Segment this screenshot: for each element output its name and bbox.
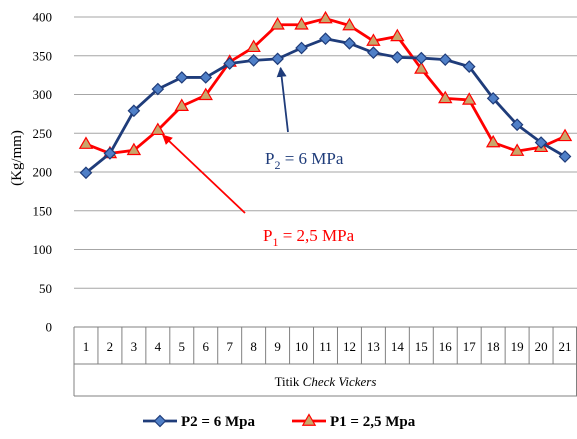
data-point <box>198 87 213 101</box>
x-tick-label: 21 <box>559 339 572 354</box>
x-tick-label: 20 <box>535 339 548 354</box>
data-point <box>558 150 572 163</box>
data-point <box>126 142 142 156</box>
data-point <box>295 41 308 55</box>
x-tick-label: 19 <box>511 339 524 354</box>
x-tick-label: 9 <box>274 339 281 354</box>
data-point <box>271 52 284 66</box>
data-point <box>199 71 213 84</box>
x-axis-title-plain: Titik <box>275 374 303 389</box>
y-tick-label: 200 <box>33 165 53 180</box>
data-point <box>270 17 285 30</box>
x-tick-label: 13 <box>367 339 380 354</box>
data-point <box>294 17 309 30</box>
x-tick-label: 7 <box>226 339 233 354</box>
data-point <box>366 33 381 46</box>
x-tick-label: 1 <box>83 339 90 354</box>
annotation-label-rest: = 2,5 MPa <box>278 226 354 245</box>
annotation-label: P2 = 6 MPa <box>265 149 344 172</box>
legend: P2 = 6 Mpa P1 = 2,5 Mpa <box>143 413 416 430</box>
x-tick-label: 5 <box>179 339 186 354</box>
annotation-label-rest: = 6 MPa <box>280 149 343 168</box>
data-point <box>246 39 261 53</box>
data-point <box>343 37 356 50</box>
data-point <box>342 17 357 31</box>
data-point <box>247 54 260 67</box>
y-tick-label: 150 <box>33 203 53 218</box>
data-point <box>534 136 548 149</box>
data-point <box>510 118 524 132</box>
data-point <box>438 53 452 66</box>
annotation-label-main: P <box>265 149 274 168</box>
x-tick-label: 6 <box>202 339 209 354</box>
y-tick-label: 100 <box>33 242 53 257</box>
data-point <box>127 104 141 118</box>
y-axis-label: (Kg/mm) <box>9 130 25 186</box>
annotation-label-subscript: 1 <box>272 235 278 249</box>
annotation-label-main: P <box>263 226 272 245</box>
data-point <box>78 136 94 149</box>
x-tick-label: 11 <box>319 339 332 354</box>
data-point <box>319 32 332 46</box>
data-point <box>151 82 165 96</box>
series-p2 <box>79 32 572 180</box>
x-tick-label: 4 <box>155 339 162 354</box>
y-tick-label: 300 <box>33 87 53 102</box>
x-tick-label: 14 <box>391 339 405 354</box>
x-tick-label: 17 <box>463 339 477 354</box>
annotation-arrow <box>276 66 289 133</box>
data-point <box>390 28 405 42</box>
data-point <box>438 90 453 104</box>
legend-marker <box>301 413 317 426</box>
legend-label: P2 = 6 Mpa <box>181 414 255 430</box>
y-tick-label: 350 <box>33 48 53 63</box>
legend-label: P1 = 2,5 Mpa <box>330 414 416 430</box>
data-point <box>414 61 429 74</box>
data-point <box>462 92 477 105</box>
data-point <box>367 46 380 59</box>
data-point <box>557 128 573 142</box>
annotation-label-subscript: 2 <box>274 158 280 172</box>
x-tick-label: 16 <box>439 339 453 354</box>
annotation-arrow <box>162 134 246 214</box>
y-tick-label: 50 <box>39 281 52 296</box>
x-tick-label: 8 <box>250 339 257 354</box>
data-point <box>223 57 237 70</box>
x-axis-title-italic: Check Vickers <box>303 374 377 389</box>
y-tick-label: 400 <box>33 10 53 25</box>
legend-item-p1: P1 = 2,5 Mpa <box>292 413 416 430</box>
x-tick-label: 18 <box>487 339 500 354</box>
annotation-label: P1 = 2,5 MPa <box>263 226 355 249</box>
x-tick-label: 10 <box>295 339 308 354</box>
data-point <box>462 60 476 73</box>
y-tick-label: 250 <box>33 126 53 141</box>
data-point <box>486 92 500 105</box>
data-point <box>103 147 117 160</box>
data-point <box>509 143 525 156</box>
x-tick-label: 12 <box>343 339 356 354</box>
data-point <box>150 122 166 135</box>
data-point <box>79 166 93 180</box>
data-point <box>391 50 404 64</box>
x-tick-label: 2 <box>107 339 114 354</box>
series-layer <box>78 10 573 180</box>
y-tick-label: 0 <box>46 320 53 335</box>
data-point <box>318 10 333 24</box>
data-point <box>175 71 189 84</box>
legend-marker <box>153 414 167 428</box>
legend-item-p2: P2 = 6 Mpa <box>143 414 255 430</box>
x-tick-label: 3 <box>131 339 138 354</box>
data-point <box>414 51 428 65</box>
data-point <box>485 134 501 148</box>
data-point <box>174 98 189 111</box>
x-axis-title: Titik Check Vickers <box>275 374 377 389</box>
x-tick-label: 15 <box>415 339 428 354</box>
